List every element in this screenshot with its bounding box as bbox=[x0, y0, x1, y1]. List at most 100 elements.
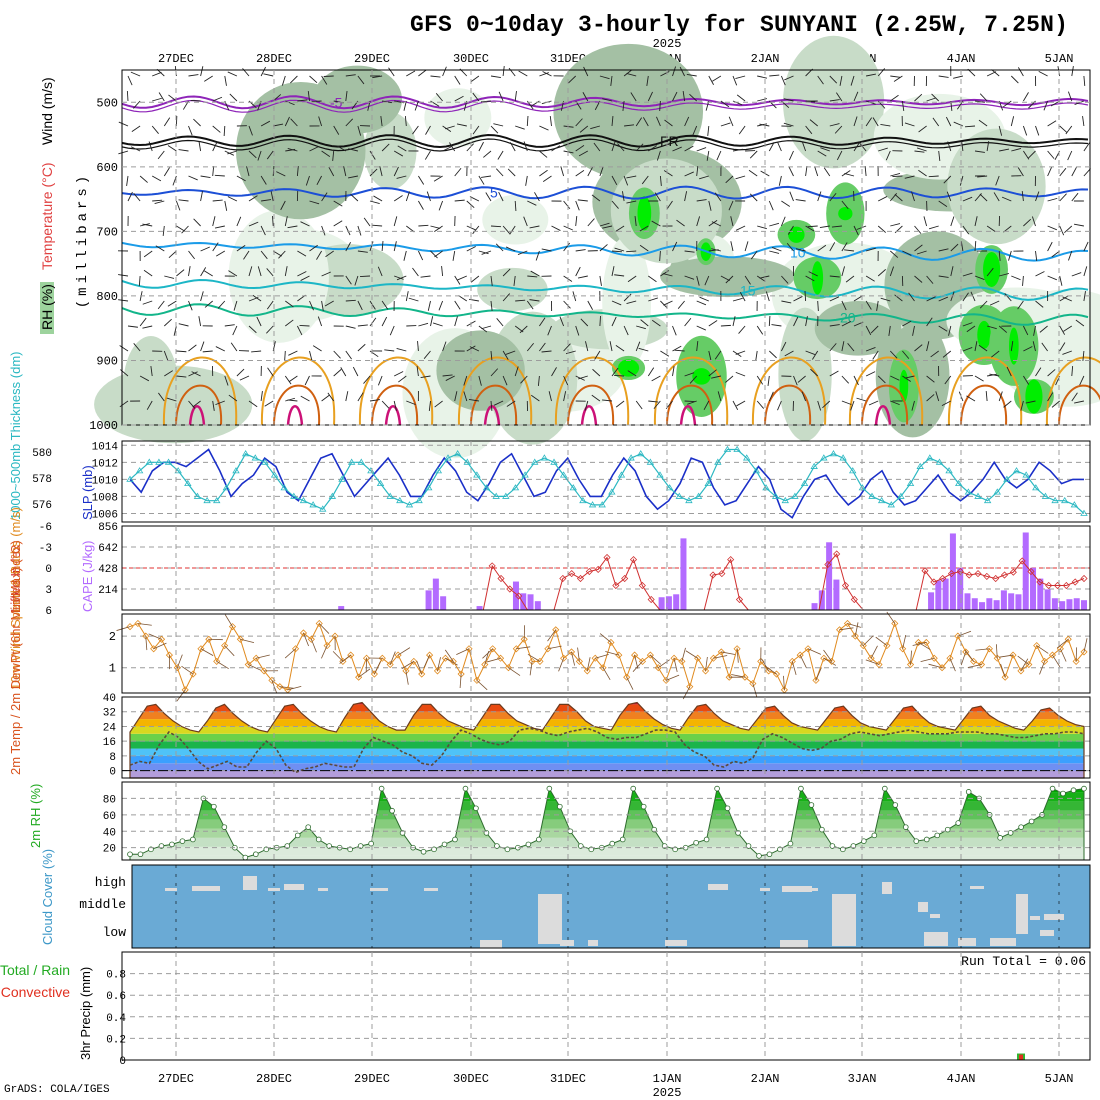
cloud-block bbox=[665, 940, 687, 946]
cape-bar bbox=[338, 606, 345, 610]
wind-barb bbox=[203, 270, 213, 277]
wind-barb bbox=[889, 266, 895, 277]
wind-barb bbox=[805, 316, 808, 327]
wind-barb bbox=[918, 125, 927, 133]
wind-barb bbox=[788, 166, 794, 177]
wind-speed-marker bbox=[962, 648, 970, 656]
wind-barb bbox=[756, 400, 765, 409]
wind-barb bbox=[232, 325, 238, 336]
temp-contour-label: 15 bbox=[740, 282, 756, 298]
temp-contour-FR bbox=[121, 138, 1089, 152]
wind-barb bbox=[398, 375, 407, 383]
cape-bar bbox=[811, 603, 818, 610]
cloud-block bbox=[1030, 916, 1040, 920]
wind-barb bbox=[212, 242, 219, 252]
wind-barb bbox=[463, 391, 468, 402]
series-line-slp bbox=[129, 448, 1084, 519]
wind-barb bbox=[1028, 150, 1036, 159]
wind-barb bbox=[829, 343, 837, 352]
wind-barb bbox=[908, 292, 915, 302]
wind-barb bbox=[912, 325, 915, 336]
wind-speed-marker bbox=[615, 651, 623, 659]
wind-barb bbox=[526, 115, 529, 127]
wind-speed-marker bbox=[836, 626, 844, 634]
wind-barb bbox=[829, 99, 840, 102]
wind-barb bbox=[708, 200, 712, 211]
wind-barb bbox=[627, 275, 637, 283]
thickness-marker bbox=[945, 467, 953, 474]
wind-barb bbox=[623, 325, 629, 336]
wind-barb bbox=[720, 122, 731, 127]
wind-barb bbox=[1035, 300, 1044, 308]
wind-barb bbox=[1035, 250, 1038, 261]
wind-barb-10m bbox=[529, 661, 533, 676]
date-label-bottom: 5JAN bbox=[1045, 1072, 1074, 1086]
wind-barb bbox=[416, 366, 419, 377]
wind-barb bbox=[1067, 91, 1073, 102]
wind-barb bbox=[299, 324, 310, 327]
wind-barb bbox=[682, 91, 686, 102]
wind-barb bbox=[615, 344, 625, 352]
wind-barb bbox=[998, 250, 1001, 261]
wind-barb-10m bbox=[764, 665, 777, 675]
li-marker bbox=[735, 595, 744, 604]
thickness-marker bbox=[415, 496, 423, 504]
wind-barb bbox=[911, 191, 915, 202]
wind-barb bbox=[404, 115, 407, 127]
wind-barb bbox=[756, 325, 764, 335]
rh-marker bbox=[221, 824, 228, 830]
li-marker bbox=[921, 567, 929, 575]
wind-barb-10m bbox=[823, 657, 837, 666]
li-marker bbox=[956, 567, 964, 576]
wind-barb bbox=[769, 74, 780, 77]
warm-loop-contour bbox=[947, 356, 1023, 426]
wind-barb-10m bbox=[456, 648, 470, 656]
wind-barb bbox=[656, 116, 661, 127]
wind-barb-10m bbox=[558, 658, 565, 672]
wind-barb bbox=[284, 216, 288, 227]
rh-marker bbox=[441, 841, 448, 848]
wind-barb bbox=[442, 374, 453, 377]
wind-barb bbox=[834, 125, 843, 134]
cape-bar bbox=[935, 580, 942, 610]
thickness-marker bbox=[184, 479, 192, 487]
wind-barb bbox=[735, 371, 746, 377]
wind-speed-marker bbox=[481, 660, 489, 669]
wind-barb bbox=[396, 275, 407, 281]
wind-barb bbox=[357, 324, 368, 327]
date-label-top: 29DEC bbox=[354, 52, 390, 66]
wind-barb bbox=[380, 116, 383, 127]
wind-barb bbox=[142, 300, 153, 305]
wind-barb bbox=[204, 75, 213, 82]
wind-barb bbox=[1075, 319, 1085, 327]
temp-contour-20 bbox=[121, 303, 1089, 326]
wind-barb bbox=[142, 223, 153, 227]
wind-barb bbox=[478, 325, 488, 333]
wind-barb-10m bbox=[1039, 661, 1045, 675]
wind-barb bbox=[817, 244, 827, 252]
wind-barb bbox=[769, 222, 780, 227]
thickness-tick-label: 578 bbox=[32, 474, 52, 486]
wind-barb bbox=[651, 375, 661, 382]
wind-barb-10m bbox=[284, 648, 296, 659]
wind-barb bbox=[962, 347, 973, 352]
wind-barb bbox=[529, 299, 540, 302]
wind-barb bbox=[759, 123, 770, 127]
temp-tick-label: 32 bbox=[103, 708, 116, 720]
wind-barb bbox=[502, 375, 508, 386]
rh-marker bbox=[305, 824, 312, 830]
wind-barb bbox=[902, 250, 912, 256]
wind-barb bbox=[428, 400, 431, 411]
wind-barb bbox=[781, 275, 789, 284]
wind-barb bbox=[130, 71, 141, 77]
thickness-marker bbox=[193, 492, 202, 499]
wind-barb bbox=[514, 91, 517, 102]
wind-barb bbox=[986, 225, 996, 233]
rh-shade-blob bbox=[477, 267, 548, 312]
wind-barb-10m bbox=[1036, 645, 1049, 654]
cape-bar bbox=[425, 590, 432, 610]
thickness-marker bbox=[213, 496, 221, 504]
thickness-slp-frame bbox=[121, 440, 1091, 523]
wind-barb-10m bbox=[303, 632, 309, 647]
thickness-marker bbox=[559, 471, 568, 478]
